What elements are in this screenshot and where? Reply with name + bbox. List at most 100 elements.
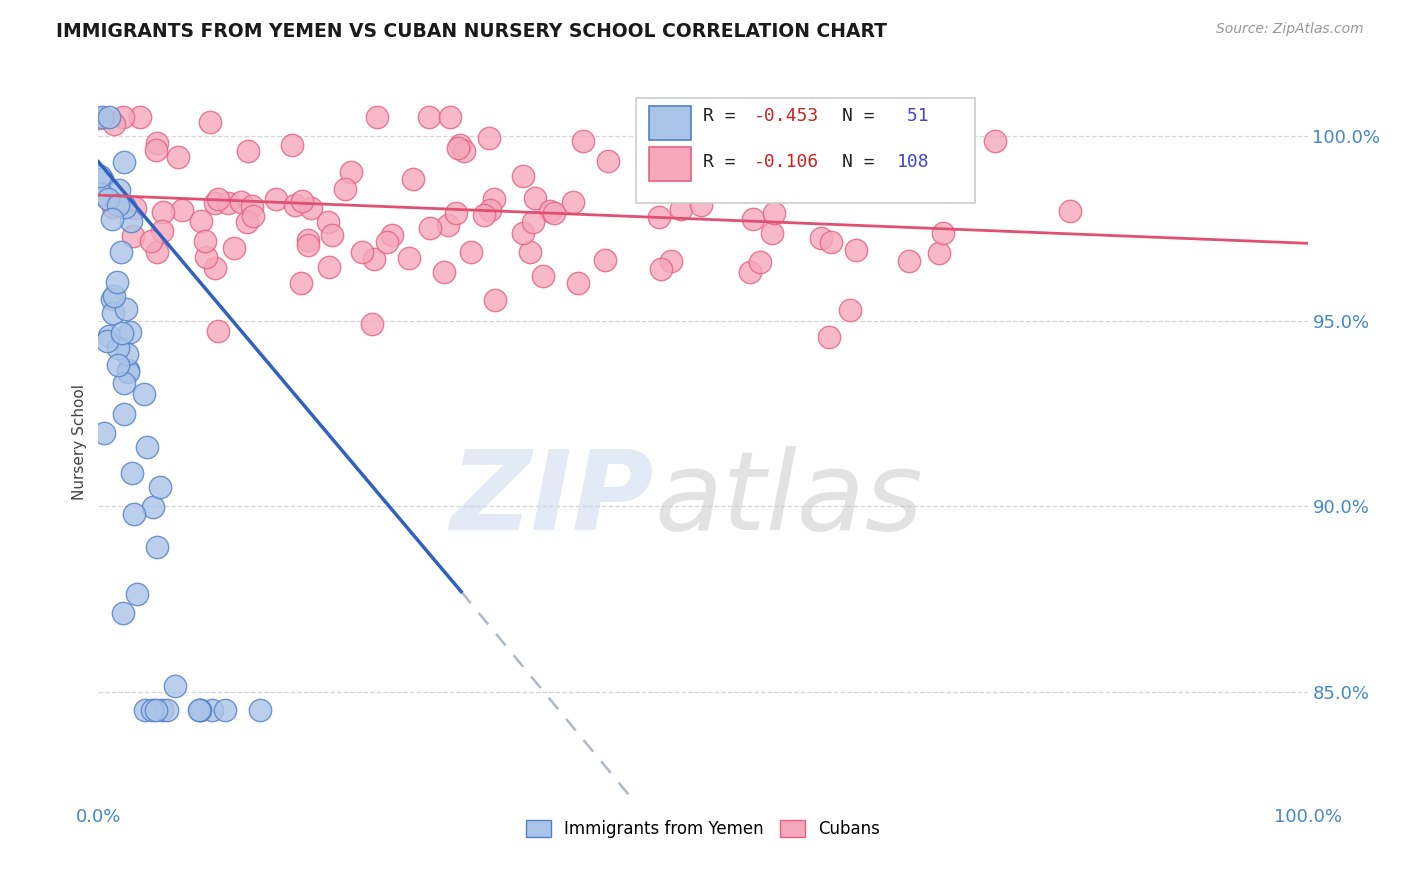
Point (111, 326, 134, 341)
Point (745, 175, 768, 189)
Y-axis label: Nursery School: Nursery School (72, 384, 87, 500)
Point (931, 226, 953, 240)
Point (117, 365, 139, 379)
Point (752, 159, 775, 173)
Point (669, 202, 692, 216)
Point (122, 228, 145, 243)
Point (748, 180, 770, 194)
Point (363, 252, 385, 266)
Point (360, 318, 382, 332)
Point (449, 137, 471, 152)
Text: -0.453: -0.453 (754, 107, 820, 125)
Point (112, 155, 135, 169)
Point (96, 334, 118, 348)
Point (115, 302, 138, 317)
Point (375, 235, 398, 249)
Text: atlas: atlas (655, 446, 924, 553)
Point (484, 192, 506, 206)
Point (152, 703, 174, 717)
Point (141, 703, 163, 717)
Point (97, 111, 120, 125)
Point (291, 194, 314, 208)
Point (366, 111, 388, 125)
Point (447, 141, 470, 155)
Point (107, 183, 129, 197)
Point (818, 330, 841, 344)
Point (132, 386, 155, 401)
Point (87, 111, 110, 125)
Point (401, 171, 423, 186)
Point (567, 276, 589, 290)
FancyBboxPatch shape (648, 147, 690, 181)
Point (381, 227, 404, 242)
Point (198, 115, 221, 129)
Point (318, 260, 340, 274)
Point (650, 154, 672, 169)
Point (129, 111, 152, 125)
Point (512, 169, 534, 184)
Point (522, 214, 544, 228)
Text: -0.106: -0.106 (754, 153, 820, 170)
Point (188, 703, 211, 717)
Point (290, 276, 312, 290)
Point (142, 500, 165, 515)
Point (107, 342, 129, 356)
Point (444, 206, 467, 220)
Point (321, 228, 343, 243)
Point (89, 169, 111, 183)
Point (318, 215, 340, 229)
Point (512, 226, 534, 240)
Point (110, 244, 132, 259)
Point (103, 117, 125, 131)
Point (93, 426, 115, 441)
Point (217, 195, 239, 210)
Point (101, 200, 124, 214)
Point (146, 540, 169, 554)
Point (453, 144, 475, 158)
Point (124, 507, 146, 521)
Point (845, 244, 868, 258)
Point (90, 171, 112, 186)
Text: N =: N = (842, 153, 875, 170)
Point (139, 234, 162, 248)
Point (146, 136, 169, 150)
Point (433, 265, 456, 279)
Point (111, 111, 134, 125)
Point (648, 210, 671, 224)
Point (519, 245, 541, 260)
Point (249, 703, 271, 717)
Point (120, 214, 142, 228)
Point (127, 587, 149, 601)
Point (156, 703, 179, 717)
Point (524, 191, 547, 205)
Point (281, 137, 304, 152)
Point (97, 193, 120, 207)
Text: 51: 51 (897, 107, 929, 125)
Point (101, 306, 124, 320)
Point (477, 131, 499, 145)
Point (214, 703, 236, 717)
Point (598, 153, 620, 168)
Point (340, 165, 363, 179)
Point (101, 212, 124, 227)
Point (297, 238, 319, 252)
Point (751, 178, 773, 193)
Point (820, 235, 842, 249)
Point (150, 223, 173, 237)
Point (418, 111, 440, 125)
Point (398, 251, 420, 265)
Point (572, 134, 595, 148)
Point (740, 265, 762, 279)
Point (204, 196, 226, 211)
Point (479, 203, 502, 218)
Point (749, 255, 772, 269)
Point (207, 192, 229, 206)
Point (194, 234, 217, 248)
Point (806, 165, 828, 179)
Point (117, 363, 139, 377)
Point (201, 703, 224, 717)
Point (439, 111, 461, 125)
Point (121, 466, 143, 480)
Text: R =: R = (703, 107, 747, 125)
Point (297, 233, 319, 247)
